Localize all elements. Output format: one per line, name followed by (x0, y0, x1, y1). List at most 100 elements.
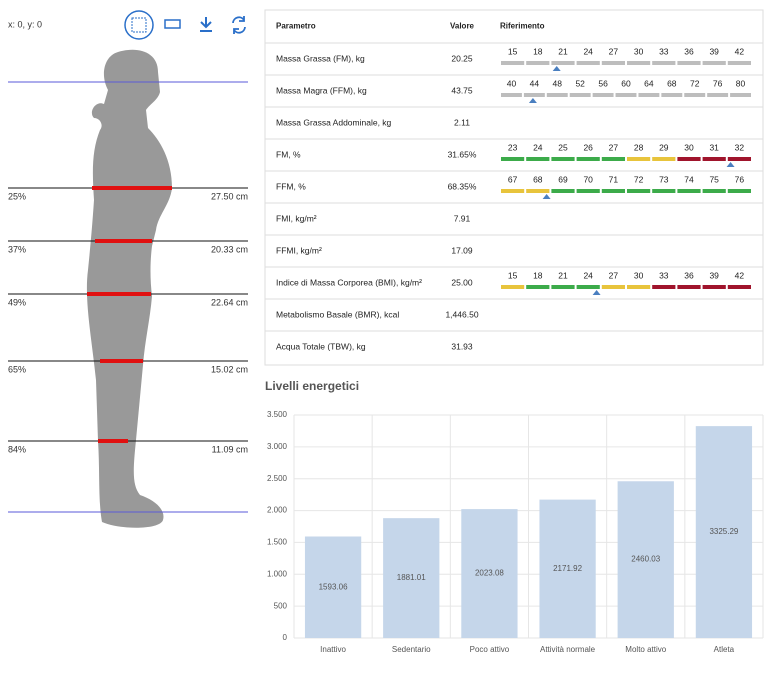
toolbar (124, 10, 246, 40)
scale-tick: 31 (709, 142, 719, 152)
scale-segment (677, 61, 701, 65)
scale-tick: 52 (575, 78, 585, 88)
scale-tick: 60 (621, 78, 631, 88)
bar (695, 426, 753, 638)
scale-segment (652, 157, 676, 161)
scale-segment (501, 189, 525, 193)
scale-tick: 68 (533, 174, 543, 184)
measure-cm: 20.33 cm (211, 244, 248, 254)
scale-tick: 76 (735, 174, 745, 184)
y-tick-label: 1.000 (267, 569, 288, 578)
measure-cm: 27.50 cm (211, 191, 248, 201)
coords: x: 0, y: 0 (8, 19, 42, 29)
refresh-button[interactable] (232, 16, 246, 34)
scale-tick: 26 (583, 142, 593, 152)
scale-tick: 40 (507, 78, 517, 88)
scale-marker (542, 194, 551, 199)
data-label: 1881.01 (397, 573, 426, 582)
param-name: FMI, kg/m² (276, 213, 317, 223)
scale-tick: 36 (684, 270, 694, 280)
table-header: Valore (450, 22, 475, 31)
scale-segment (523, 93, 545, 97)
scale-segment (727, 61, 751, 65)
scale-segment (576, 61, 600, 65)
scale-tick: 24 (583, 270, 593, 280)
param-name: FM, % (276, 149, 301, 159)
download-button[interactable] (200, 17, 212, 32)
grid-button[interactable] (124, 10, 154, 40)
chart-title: Livelli energetici (265, 379, 359, 393)
scale-segment (627, 285, 651, 289)
data-label: 2460.03 (631, 555, 660, 564)
scale-tick: 18 (533, 46, 543, 56)
scale-tick: 72 (690, 78, 700, 88)
y-tick-label: 1.500 (267, 538, 288, 547)
chart: 0 500 1.000 1.500 2.000 2.500 3.000 3.500 Inatti… (267, 410, 764, 654)
param-value: 43.75 (451, 85, 473, 95)
param-name: Massa Grassa Addominale, kg (276, 117, 392, 127)
param-value: 20.25 (451, 53, 473, 63)
scale-tick: 33 (659, 46, 669, 56)
scale-segment (727, 157, 751, 161)
scale-segment (526, 189, 550, 193)
data-label: 1593.06 (319, 582, 348, 591)
scale-segment (652, 285, 676, 289)
scale-marker (528, 98, 537, 103)
scale-segment (730, 93, 751, 97)
param-name: Massa Grassa (FM), kg (276, 53, 365, 63)
scale-segment (576, 157, 600, 161)
param-value: 2.11 (454, 117, 470, 127)
scale-tick: 39 (709, 46, 719, 56)
scale-marker (592, 290, 601, 295)
scale-segment (702, 285, 726, 289)
scale-segment (569, 93, 591, 97)
x-tick-label: Attività normale (540, 645, 596, 654)
measure-cm: 11.09 cm (212, 444, 248, 454)
data-label: 3325.29 (709, 527, 738, 536)
param-name: Metabolismo Basale (BMR), kcal (276, 309, 399, 319)
bar (383, 518, 440, 638)
data-label: 2023.08 (475, 569, 504, 578)
table-header: Riferimento (500, 22, 545, 31)
scale-tick: 42 (735, 270, 745, 280)
scale-tick: 69 (558, 174, 568, 184)
x-tick-label: Atleta (714, 645, 735, 654)
scale-segment (615, 93, 637, 97)
scale-segment (551, 285, 575, 289)
y-tick-label: 2.500 (267, 474, 288, 483)
measure-cm: 22.64 cm (211, 297, 248, 307)
scale-segment (501, 61, 525, 65)
scale-tick: 18 (533, 270, 543, 280)
y-tick-label: 3.000 (267, 442, 288, 451)
scale-tick: 73 (659, 174, 669, 184)
param-name: FFM, % (276, 181, 306, 191)
scale-segment (677, 157, 701, 161)
scale-tick: 76 (713, 78, 723, 88)
param-name: Massa Magra (FFM), kg (276, 85, 367, 95)
scale-segment (526, 157, 550, 161)
ruler-button[interactable] (164, 19, 181, 29)
measure-percent: 37% (8, 244, 26, 254)
param-value: 31.93 (451, 341, 473, 351)
x-tick-label: Poco attivo (470, 645, 510, 654)
scale-segment (727, 189, 751, 193)
scale-segment (707, 93, 729, 97)
measure-percent: 25% (8, 191, 26, 201)
scale-tick: 71 (609, 174, 619, 184)
scale-segment (576, 189, 600, 193)
measure-cm: 15.02 cm (211, 364, 248, 374)
scale-tick: 23 (508, 142, 518, 152)
scale-tick: 75 (709, 174, 719, 184)
scale-tick: 32 (735, 142, 745, 152)
bar (461, 509, 518, 638)
scale-tick: 21 (558, 270, 568, 280)
scale-tick: 70 (583, 174, 593, 184)
scale-segment (551, 157, 575, 161)
scale-segment (546, 93, 568, 97)
table-header: Parametro (276, 22, 316, 31)
y-tick-label: 0 (283, 633, 288, 642)
scale-segment (526, 285, 550, 289)
scale-tick: 24 (533, 142, 543, 152)
scale-tick: 27 (609, 142, 619, 152)
